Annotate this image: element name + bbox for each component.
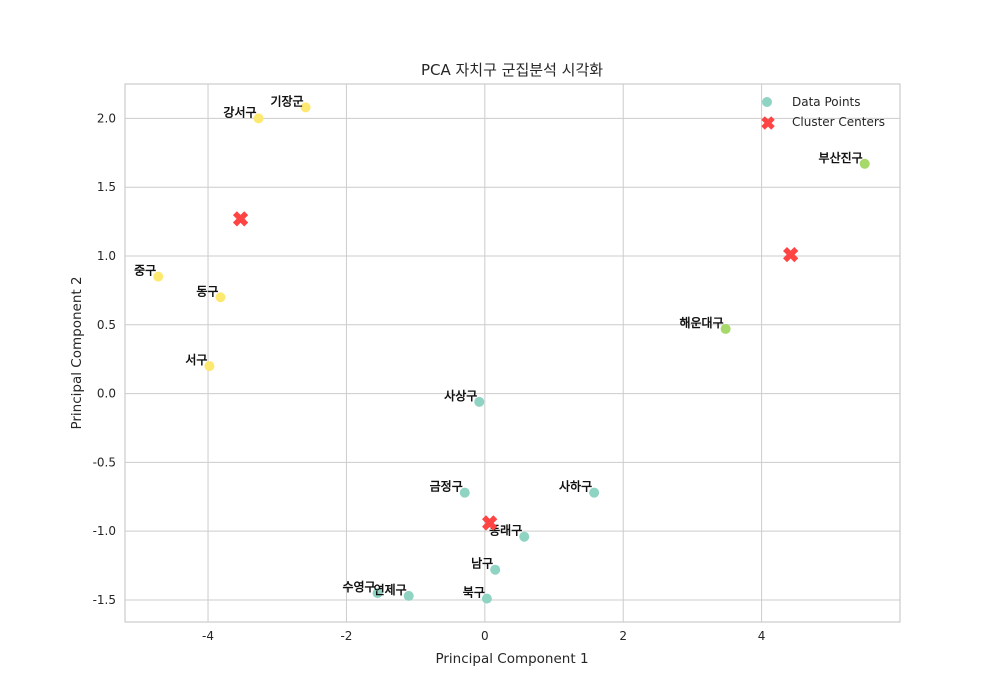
- cluster-centers: [232, 211, 799, 531]
- y-tick-label: -1.0: [93, 524, 116, 538]
- x-axis-label: Principal Component 1: [435, 651, 588, 667]
- cluster-center-marker: [482, 515, 498, 531]
- data-point: [474, 396, 485, 407]
- data-point: [153, 271, 164, 282]
- x-tick-label: 2: [619, 629, 627, 643]
- data-point: [589, 487, 600, 498]
- point-label: 사하구: [559, 479, 592, 494]
- y-tick-label: -0.5: [93, 455, 116, 469]
- legend-label-cluster-centers: Cluster Centers: [792, 115, 885, 129]
- y-tick-label: 1.5: [97, 180, 116, 194]
- y-tick-label: 0.5: [97, 318, 116, 332]
- point-label: 강서구: [223, 104, 256, 119]
- y-tick-label: -1.5: [93, 593, 116, 607]
- x-tick-label: 0: [481, 629, 489, 643]
- data-point: [403, 590, 414, 601]
- point-label: 북구: [463, 586, 485, 600]
- y-tick-labels: -1.5 -1.0 -0.5 0.0 0.5 1.0 1.5 2.0: [93, 111, 116, 607]
- data-point: [204, 361, 215, 372]
- x-tick-label: -4: [202, 629, 214, 643]
- data-point: [720, 323, 731, 334]
- cluster-center-marker: [232, 211, 249, 227]
- point-label: 부산진구: [819, 150, 863, 165]
- point-label: 연제구: [374, 582, 407, 597]
- point-label: 해운대구: [679, 315, 723, 330]
- data-point: [490, 564, 501, 575]
- y-axis-label: Principal Component 2: [69, 276, 85, 429]
- point-label: 중구: [134, 264, 156, 278]
- point-label: 동구: [196, 284, 218, 298]
- point-label: 서구: [185, 352, 207, 367]
- legend-marker-cluster-centers: [761, 116, 775, 130]
- data-point: [215, 292, 226, 303]
- y-tick-label: 0.0: [97, 387, 116, 401]
- point-label: 남구: [471, 556, 493, 571]
- plot-frame: [124, 83, 901, 623]
- y-tick-label: 1.0: [97, 249, 116, 263]
- point-label: 동래구: [489, 523, 522, 538]
- data-point: [300, 102, 311, 113]
- y-tick-label: 2.0: [97, 111, 116, 125]
- chart-title: PCA 자치구 군집분석 시각화: [421, 61, 603, 79]
- legend: Data Points Cluster Centers: [761, 95, 885, 130]
- data-point: [519, 531, 530, 542]
- data-point: [459, 487, 470, 498]
- data-point: [372, 588, 383, 599]
- x-tick-label: 4: [758, 629, 766, 643]
- point-label: 사상구: [444, 388, 477, 403]
- legend-marker-data-points: [762, 97, 772, 107]
- data-points: [153, 102, 870, 604]
- point-label: 기장군: [270, 93, 303, 108]
- data-point: [481, 593, 492, 604]
- data-point: [859, 158, 870, 169]
- x-tick-labels: -4 -2 0 2 4: [202, 629, 765, 643]
- point-label: 수영구: [342, 579, 375, 594]
- x-tick-label: -2: [340, 629, 352, 643]
- legend-label-data-points: Data Points: [792, 95, 861, 109]
- point-label: 금정구: [430, 479, 463, 494]
- cluster-center-marker: [783, 246, 799, 263]
- grid-layer: [125, 84, 900, 622]
- data-point: [253, 113, 264, 124]
